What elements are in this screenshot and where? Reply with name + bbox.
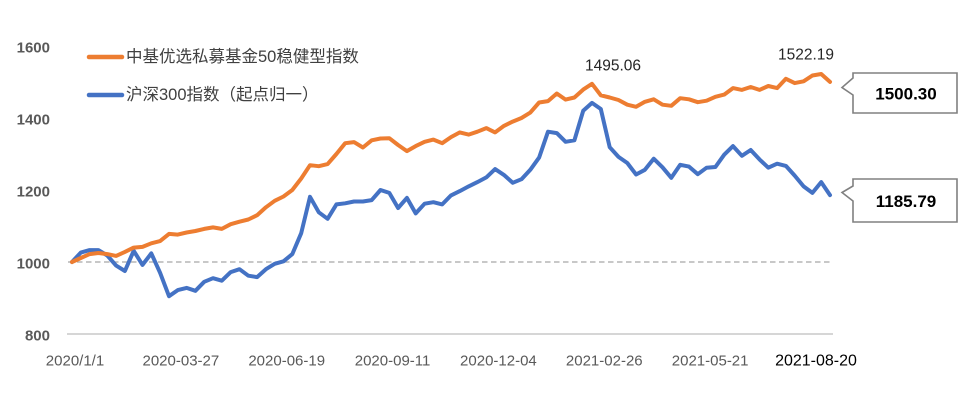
- callout-value-1500: 1500.30: [875, 85, 936, 104]
- csi300-legend-label: 沪深300指数（起点归一）: [126, 85, 319, 104]
- annotation-peak-1495: 1495.06: [585, 58, 641, 75]
- x-axis-label-2021-02-26: 2021-02-26: [566, 353, 643, 370]
- callout-csi300-final-value: 1185.79: [840, 178, 958, 223]
- y-axis-label-1400: 1400: [17, 112, 50, 129]
- x-axis-label-2021-05-21: 2021-05-21: [672, 353, 749, 370]
- callout-box-bottom: [840, 178, 958, 223]
- x-axis-label-2020-12-04: 2020-12-04: [460, 353, 537, 370]
- annotation-peak-1522: 1522.19: [778, 47, 834, 64]
- y-axis-label-800: 800: [25, 328, 50, 345]
- y-axis-labels: 800 1000 1200 1400 1600: [17, 40, 50, 345]
- x-axis-label-2020/1/1: 2020/1/1: [46, 353, 104, 370]
- x-axis-label-2020-06-19: 2020-06-19: [248, 353, 325, 370]
- y-axis-label-1200: 1200: [17, 184, 50, 201]
- fund50-legend-label: 中基优选私募基金50稳健型指数: [126, 47, 359, 66]
- x-axis-label-2021-08-20: 2021-08-20: [775, 353, 857, 370]
- y-axis-label-1000: 1000: [17, 256, 50, 273]
- x-axis-label-2020-03-27: 2020-03-27: [142, 353, 219, 370]
- csi300-index-line: [70, 100, 832, 299]
- x-axis-label-2020-09-11: 2020-09-11: [355, 353, 431, 370]
- fund50-index-line: [70, 72, 832, 264]
- y-axis-label-1600: 1600: [17, 40, 50, 57]
- callout-box-top: [840, 72, 958, 114]
- callout-value-1185: 1185.79: [876, 192, 937, 211]
- legend: 中基优选私募基金50稳健型指数 沪深300指数（起点归一）: [86, 47, 359, 104]
- callout-fund50-final-value: 1500.30: [840, 72, 958, 114]
- x-axis-labels: 2020/1/1 2020-03-27 2020-06-19 2020-09-11 20…: [46, 353, 857, 370]
